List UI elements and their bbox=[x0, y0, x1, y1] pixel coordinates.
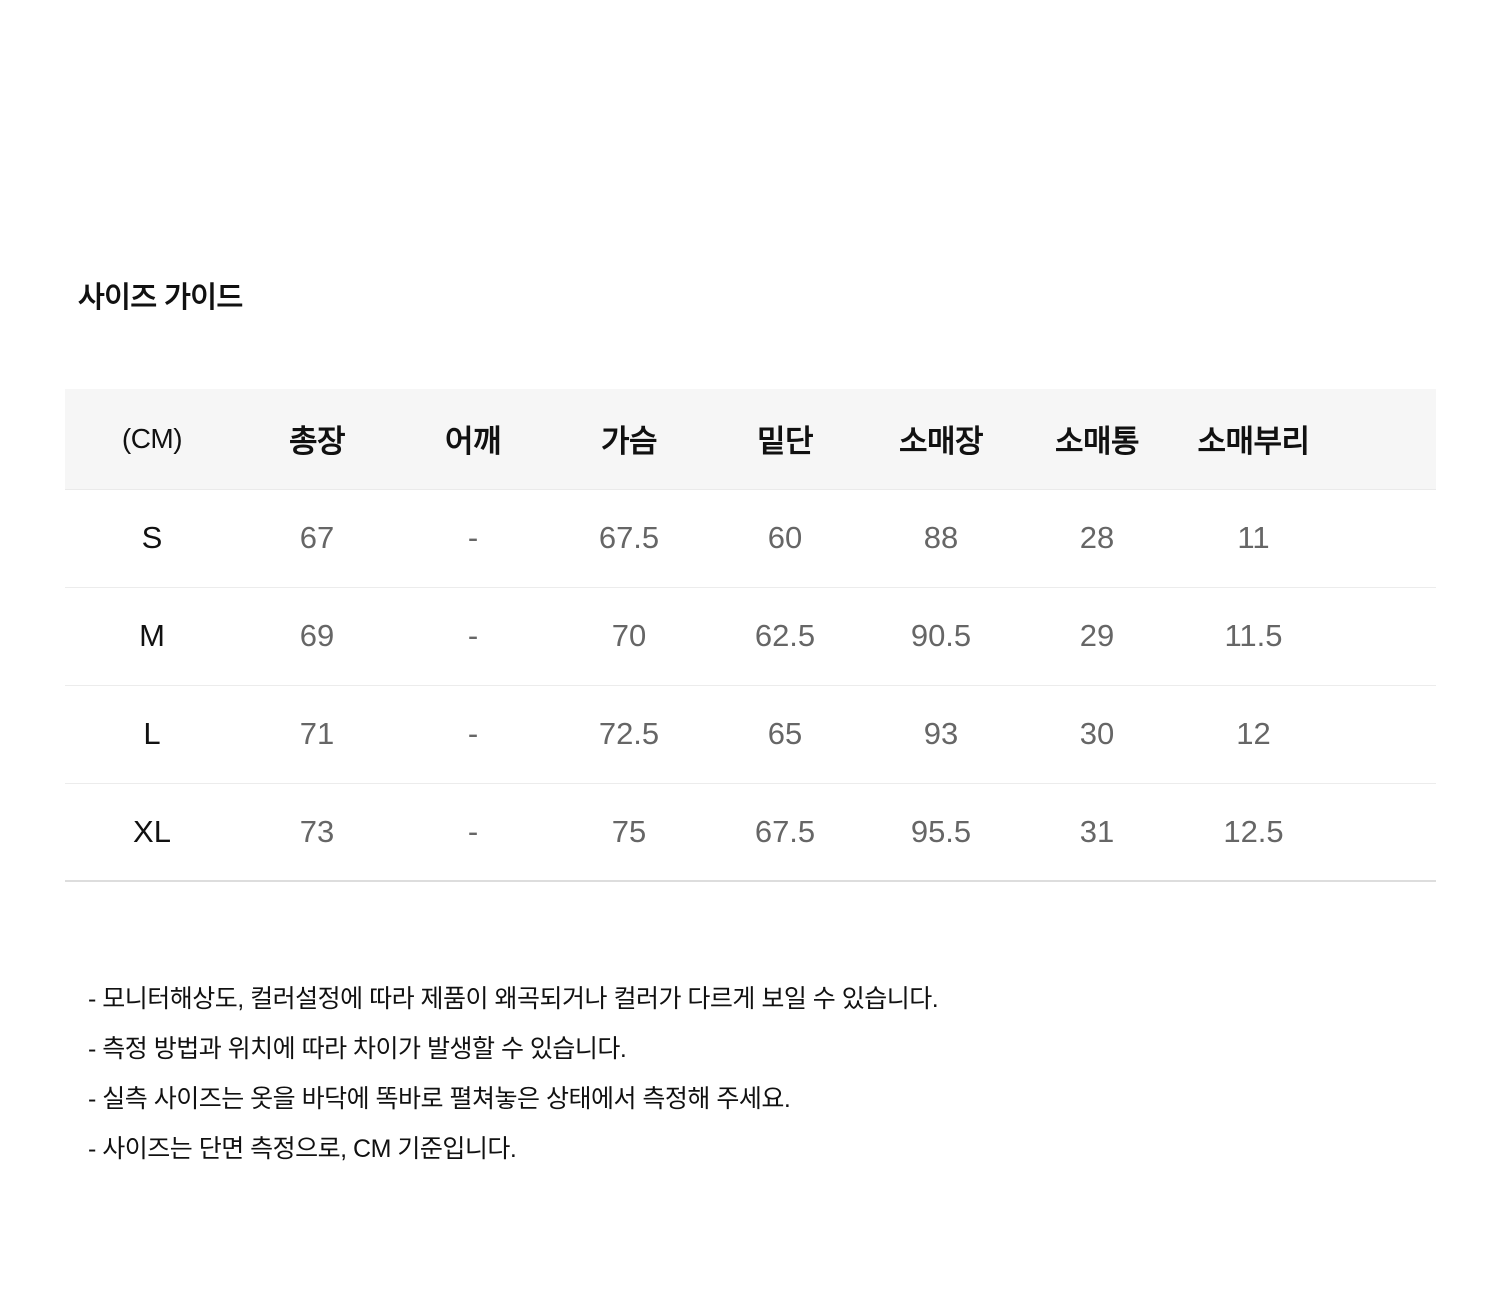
size-guide-table: (CM) 총장 어깨 가슴 밑단 소매장 소매통 소매부리 S 67 - 67.… bbox=[65, 389, 1436, 882]
column-header-sleeve-length: 소매장 bbox=[863, 389, 1019, 490]
spacer-cell bbox=[1332, 587, 1436, 686]
table-row-xl: XL 73 - 75 67.5 95.5 31 12.5 bbox=[65, 783, 1436, 882]
spacer-cell bbox=[1332, 489, 1436, 588]
value-cell: 65 bbox=[707, 685, 863, 784]
value-cell: - bbox=[395, 587, 551, 686]
note-item: - 사이즈는 단면 측정으로, CM 기준입니다. bbox=[88, 1135, 517, 1163]
column-header-sleeve-width: 소매통 bbox=[1019, 389, 1175, 490]
value-cell: 67.5 bbox=[551, 489, 707, 588]
column-header-unit: (CM) bbox=[65, 389, 239, 490]
note-item: - 측정 방법과 위치에 따라 차이가 발생할 수 있습니다. bbox=[88, 1035, 627, 1063]
value-cell: - bbox=[395, 489, 551, 588]
value-cell: - bbox=[395, 685, 551, 784]
page-title: 사이즈 가이드 bbox=[78, 282, 243, 315]
value-cell: 93 bbox=[863, 685, 1019, 784]
value-cell: 71 bbox=[239, 685, 395, 784]
column-header-chest: 가슴 bbox=[551, 389, 707, 490]
size-cell: XL bbox=[65, 783, 239, 882]
column-header-shoulder: 어깨 bbox=[395, 389, 551, 490]
value-cell: 69 bbox=[239, 587, 395, 686]
value-cell: 11.5 bbox=[1175, 587, 1332, 686]
value-cell: 95.5 bbox=[863, 783, 1019, 882]
value-cell: 12.5 bbox=[1175, 783, 1332, 882]
value-cell: - bbox=[395, 783, 551, 882]
table-header-row: (CM) 총장 어깨 가슴 밑단 소매장 소매통 소매부리 bbox=[65, 389, 1436, 490]
value-cell: 60 bbox=[707, 489, 863, 588]
size-cell: S bbox=[65, 489, 239, 588]
column-header-hem: 밑단 bbox=[707, 389, 863, 490]
value-cell: 67 bbox=[239, 489, 395, 588]
value-cell: 31 bbox=[1019, 783, 1175, 882]
table-row-l: L 71 - 72.5 65 93 30 12 bbox=[65, 685, 1436, 784]
value-cell: 88 bbox=[863, 489, 1019, 588]
header-spacer-cell bbox=[1332, 389, 1436, 490]
value-cell: 67.5 bbox=[707, 783, 863, 882]
column-header-sleeve-cuff: 소매부리 bbox=[1175, 389, 1332, 490]
value-cell: 72.5 bbox=[551, 685, 707, 784]
column-header-total-length: 총장 bbox=[239, 389, 395, 490]
value-cell: 73 bbox=[239, 783, 395, 882]
value-cell: 62.5 bbox=[707, 587, 863, 686]
value-cell: 29 bbox=[1019, 587, 1175, 686]
value-cell: 30 bbox=[1019, 685, 1175, 784]
value-cell: 12 bbox=[1175, 685, 1332, 784]
spacer-cell bbox=[1332, 783, 1436, 882]
table-row-m: M 69 - 70 62.5 90.5 29 11.5 bbox=[65, 587, 1436, 686]
value-cell: 28 bbox=[1019, 489, 1175, 588]
size-cell: L bbox=[65, 685, 239, 784]
note-item: - 실측 사이즈는 옷을 바닥에 똑바로 펼쳐놓은 상태에서 측정해 주세요. bbox=[88, 1085, 791, 1113]
note-item: - 모니터해상도, 컬러설정에 따라 제품이 왜곡되거나 컬러가 다르게 보일 … bbox=[88, 985, 939, 1013]
table-row-s: S 67 - 67.5 60 88 28 11 bbox=[65, 489, 1436, 588]
spacer-cell bbox=[1332, 685, 1436, 784]
notes-list: - 모니터해상도, 컬러설정에 따라 제품이 왜곡되거나 컬러가 다르게 보일 … bbox=[88, 974, 939, 1174]
value-cell: 70 bbox=[551, 587, 707, 686]
value-cell: 90.5 bbox=[863, 587, 1019, 686]
value-cell: 11 bbox=[1175, 489, 1332, 588]
value-cell: 75 bbox=[551, 783, 707, 882]
size-cell: M bbox=[65, 587, 239, 686]
